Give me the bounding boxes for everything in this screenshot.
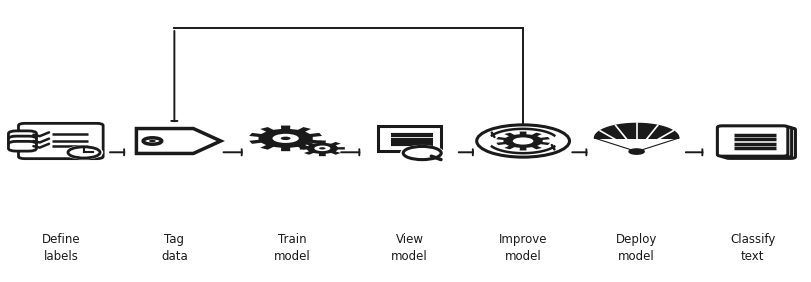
FancyBboxPatch shape bbox=[8, 131, 36, 141]
Circle shape bbox=[66, 146, 102, 159]
Circle shape bbox=[513, 137, 534, 145]
FancyBboxPatch shape bbox=[8, 141, 36, 151]
FancyBboxPatch shape bbox=[725, 128, 796, 158]
Text: Tag
data: Tag data bbox=[161, 233, 187, 263]
Circle shape bbox=[272, 134, 298, 143]
Circle shape bbox=[149, 140, 156, 142]
Circle shape bbox=[403, 146, 441, 160]
Text: Deploy
model: Deploy model bbox=[616, 233, 658, 263]
Polygon shape bbox=[300, 140, 345, 156]
Polygon shape bbox=[496, 131, 550, 151]
Circle shape bbox=[315, 146, 330, 151]
Circle shape bbox=[319, 147, 325, 149]
FancyBboxPatch shape bbox=[718, 126, 787, 156]
Circle shape bbox=[68, 147, 100, 158]
FancyBboxPatch shape bbox=[378, 125, 441, 151]
Text: Classify
text: Classify text bbox=[730, 233, 775, 263]
Text: View
model: View model bbox=[391, 233, 428, 263]
Polygon shape bbox=[136, 129, 221, 153]
Circle shape bbox=[281, 137, 290, 140]
Circle shape bbox=[477, 125, 569, 157]
FancyBboxPatch shape bbox=[721, 127, 792, 157]
Polygon shape bbox=[249, 125, 322, 151]
Circle shape bbox=[144, 138, 161, 144]
Text: Define
labels: Define labels bbox=[41, 233, 80, 263]
FancyBboxPatch shape bbox=[8, 136, 36, 146]
Text: Improve
model: Improve model bbox=[499, 233, 547, 263]
Text: Train
model: Train model bbox=[273, 233, 311, 263]
FancyBboxPatch shape bbox=[19, 123, 103, 159]
Polygon shape bbox=[594, 124, 679, 138]
Circle shape bbox=[401, 146, 444, 160]
Circle shape bbox=[629, 149, 644, 154]
